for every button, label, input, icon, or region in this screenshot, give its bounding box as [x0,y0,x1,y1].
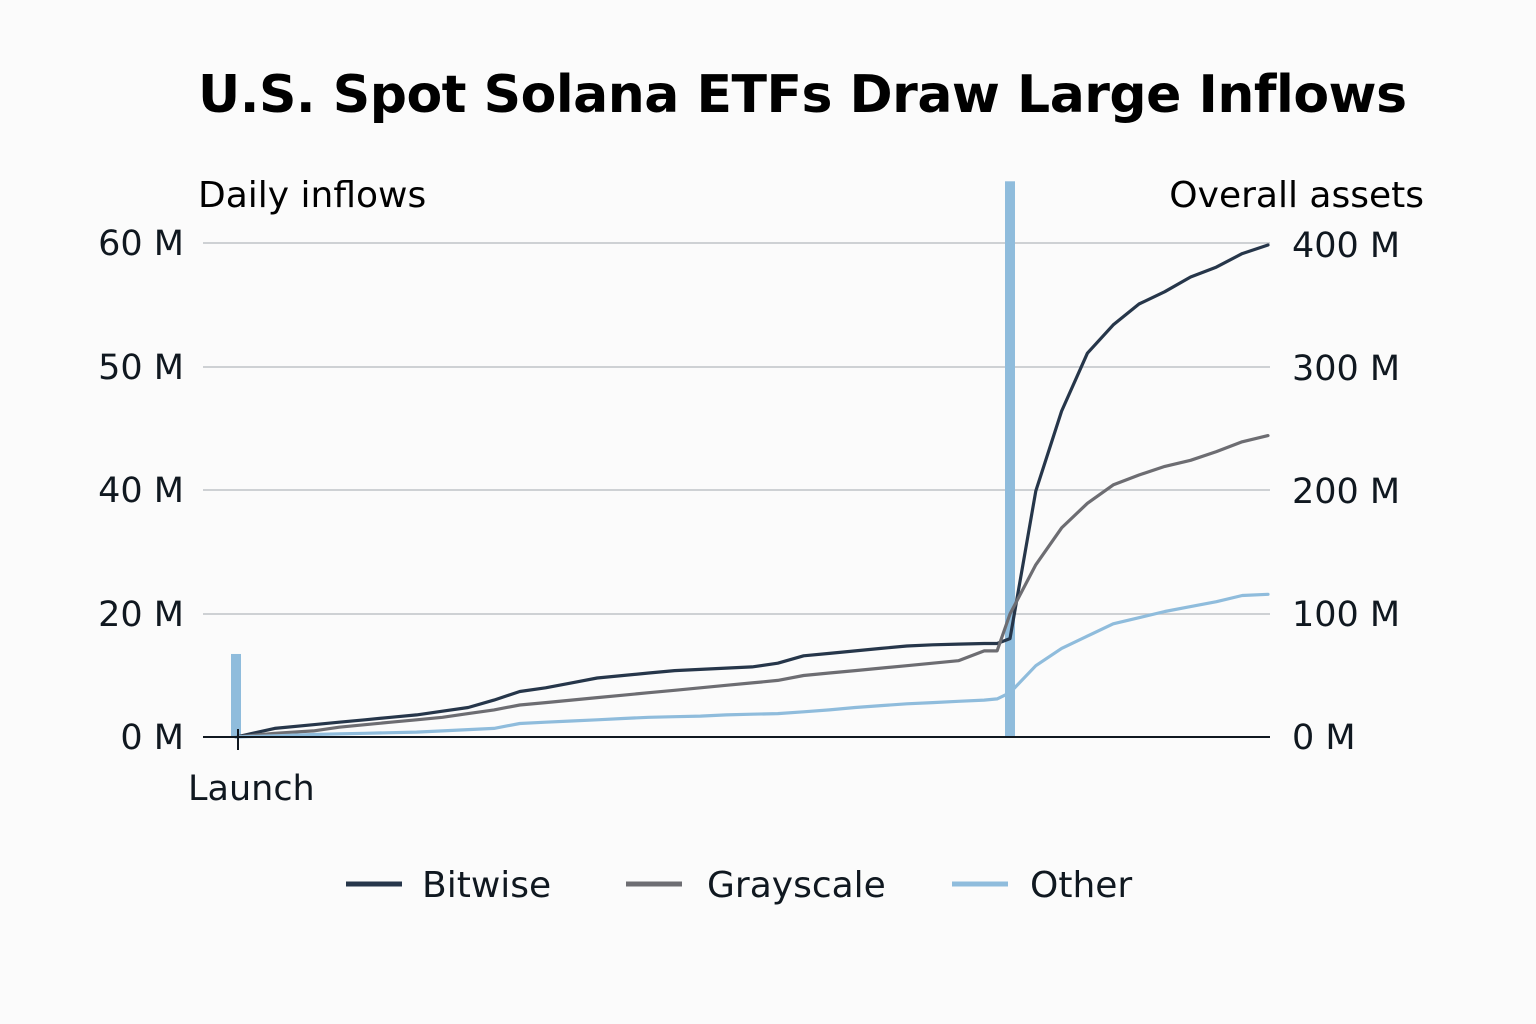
axes: 0 M 20 M 40 M 50 M 60 M 0 M 100 M 200 M 300 M 400… [98,224,1400,809]
right-tick-label: 200 M [1292,472,1400,512]
series-line-other [234,592,1270,739]
right-tick-label: 400 M [1292,226,1400,266]
right-axis-title: Overall assets [1169,175,1424,216]
right-tick-label: 300 M [1292,349,1400,389]
inflow-bar [1005,181,1015,738]
left-tick-label: 40 M [98,471,184,511]
legend-label-bitwise: Bitwise [422,865,551,906]
gridlines [203,242,1270,615]
chart-title: U.S. Spot Solana ETFs Draw Large Inflows [198,65,1407,125]
x-tick-label-launch: Launch [188,769,315,809]
left-tick-label: 50 M [98,348,184,388]
left-tick-label: 60 M [98,224,184,264]
series-lines [234,243,1270,739]
legend-label-grayscale: Grayscale [707,865,886,906]
right-tick-label: 100 M [1292,595,1400,635]
left-tick-label: 20 M [98,595,184,635]
series-line-grayscale [234,434,1270,739]
right-tick-label: 0 M [1292,718,1356,758]
legend: Bitwise Grayscale Other [346,865,1132,906]
left-axis-title: Daily inflows [198,175,426,216]
inflow-bars [231,181,1015,738]
inflow-bar [231,653,241,737]
series-line-bitwise [234,243,1270,739]
left-tick-label: 0 M [120,718,184,758]
legend-label-other: Other [1030,865,1132,906]
